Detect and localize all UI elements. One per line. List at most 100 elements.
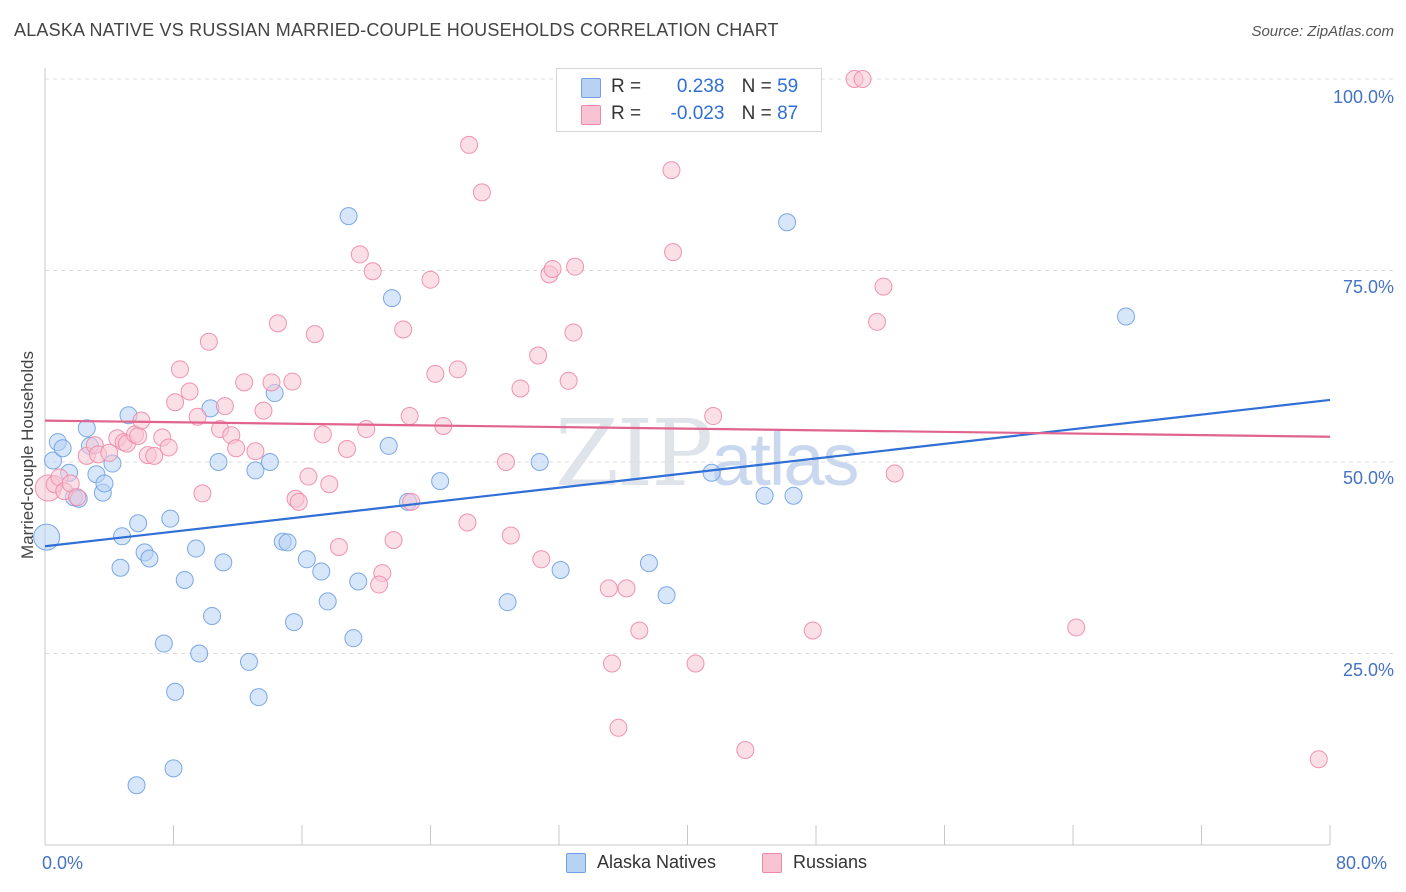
y-tick-label-50: 50.0%	[1342, 468, 1394, 488]
alaska-point-21	[161, 509, 180, 528]
alaska-point-28	[203, 606, 222, 625]
alaska-point-57	[784, 486, 803, 505]
bottom-legend-swatch-russians	[762, 853, 782, 873]
russian-point-54	[426, 364, 445, 383]
russian-point-48	[370, 575, 389, 594]
russian-point-76	[662, 161, 681, 180]
russian-point-15	[132, 411, 151, 430]
russian-point-21	[170, 360, 189, 379]
legend-swatch-russians	[581, 105, 601, 125]
x-tick-label-min: 0.0%	[42, 853, 84, 873]
alaska-point-34	[260, 453, 279, 471]
watermark: ZIPatlas	[555, 400, 859, 507]
alaska-point-0	[33, 523, 61, 551]
russian-point-81	[803, 621, 822, 640]
alaska-point-50	[530, 453, 549, 471]
alaska-point-40	[312, 562, 331, 581]
russian-point-35	[283, 372, 302, 391]
russian-point-66	[543, 259, 562, 278]
russian-point-56	[448, 360, 467, 379]
alaska-point-33	[249, 688, 268, 707]
alaska-point-26	[190, 644, 209, 663]
russian-trend-line	[44, 419, 1331, 438]
russian-point-87	[1067, 618, 1086, 637]
russian-point-19	[159, 438, 178, 457]
chart-title: ALASKA NATIVE VS RUSSIAN MARRIED-COUPLE …	[14, 20, 779, 40]
russian-point-62	[511, 379, 530, 398]
y-axis-title: Married-couple Households	[18, 351, 37, 559]
russian-point-79	[704, 407, 723, 426]
russian-point-42	[329, 538, 348, 557]
bottom-legend-label-russians: Russians	[793, 852, 868, 872]
alaska-point-31	[239, 652, 258, 671]
alaska-point-25	[186, 539, 205, 558]
russian-point-5	[68, 488, 87, 507]
russian-point-44	[350, 245, 369, 264]
russian-point-63	[529, 346, 548, 365]
alaska-point-3	[53, 439, 72, 458]
russian-point-29	[227, 439, 246, 458]
russian-point-41	[320, 475, 339, 494]
alaska-point-18	[140, 549, 159, 568]
russian-point-22	[180, 382, 199, 401]
russian-point-9	[100, 443, 119, 462]
russian-point-34	[268, 314, 287, 333]
alaska-point-46	[382, 289, 401, 308]
russian-point-14	[129, 426, 148, 445]
watermark-zip: ZIP	[555, 400, 713, 507]
russian-point-38	[299, 467, 318, 486]
y-tick-label-100: 100.0%	[1332, 87, 1394, 107]
russian-point-20	[166, 393, 185, 412]
alaska-point-45	[379, 436, 398, 455]
russian-point-52	[402, 492, 421, 511]
alaska-point-55	[755, 486, 774, 505]
russian-point-51	[400, 407, 419, 426]
legend-n-value: 87	[777, 103, 799, 124]
russian-point-83	[853, 70, 872, 88]
russian-point-50	[394, 320, 413, 339]
russian-point-67	[559, 371, 578, 390]
russian-point-69	[566, 257, 585, 276]
russian-point-49	[384, 531, 403, 550]
legend-n-label: N =	[741, 103, 772, 124]
russian-point-24	[193, 484, 212, 503]
legend-r-value: -0.023	[670, 103, 725, 124]
russian-point-70	[599, 579, 618, 598]
russian-point-53	[421, 270, 440, 289]
x-tick-label-max: 80.0%	[1336, 853, 1388, 873]
alaska-trend-line	[44, 398, 1331, 548]
y-tick-label-25: 25.0%	[1342, 660, 1394, 680]
alaska-point-39	[297, 550, 316, 569]
alaska-point-30	[214, 553, 233, 572]
russian-point-27	[215, 397, 234, 416]
chart-source: Source: ZipAtlas.com	[1251, 23, 1394, 40]
alaska-point-1	[44, 451, 63, 470]
alaska-point-24	[175, 570, 194, 589]
legend-r-value: 0.238	[676, 76, 725, 97]
bottom-legend-russians: Russians	[762, 852, 867, 873]
alaska-point-20	[154, 634, 173, 653]
alaska-point-32	[246, 461, 265, 480]
russian-point-61	[501, 526, 520, 545]
legend-swatch-alaska	[581, 78, 601, 98]
russian-point-86	[885, 464, 904, 483]
alaska-point-52	[639, 554, 658, 573]
russian-point-59	[472, 183, 491, 202]
russian-point-17	[145, 446, 164, 465]
russian-point-77	[664, 243, 683, 262]
alaska-point-11	[95, 474, 114, 493]
legend-n-value: 59	[777, 76, 799, 97]
russian-point-40	[313, 425, 332, 444]
russian-point-80	[736, 741, 755, 760]
watermark-atlas: atlas	[711, 418, 859, 501]
alaska-point-42	[339, 207, 358, 226]
russian-point-23	[188, 407, 207, 426]
alaska-point-48	[431, 472, 450, 491]
russian-point-57	[458, 513, 477, 532]
legend-n-label: N =	[741, 76, 772, 97]
alaska-point-53	[657, 586, 676, 605]
russian-point-45	[357, 420, 376, 439]
russian-point-78	[686, 654, 705, 673]
russian-point-85	[874, 277, 893, 296]
